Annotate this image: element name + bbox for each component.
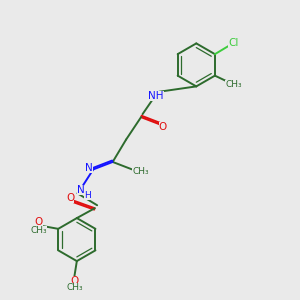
Text: O: O bbox=[159, 122, 167, 132]
Text: H: H bbox=[84, 191, 91, 200]
Text: O: O bbox=[66, 193, 74, 203]
Text: NH: NH bbox=[148, 91, 164, 101]
Text: N: N bbox=[76, 185, 84, 195]
Text: O: O bbox=[34, 217, 43, 227]
Text: CH₃: CH₃ bbox=[132, 167, 149, 176]
Text: CH₃: CH₃ bbox=[30, 226, 47, 235]
Text: N: N bbox=[85, 163, 93, 173]
Text: CH₃: CH₃ bbox=[225, 80, 242, 89]
Text: Cl: Cl bbox=[228, 38, 239, 48]
Text: CH₃: CH₃ bbox=[66, 284, 83, 292]
Text: O: O bbox=[70, 276, 79, 286]
